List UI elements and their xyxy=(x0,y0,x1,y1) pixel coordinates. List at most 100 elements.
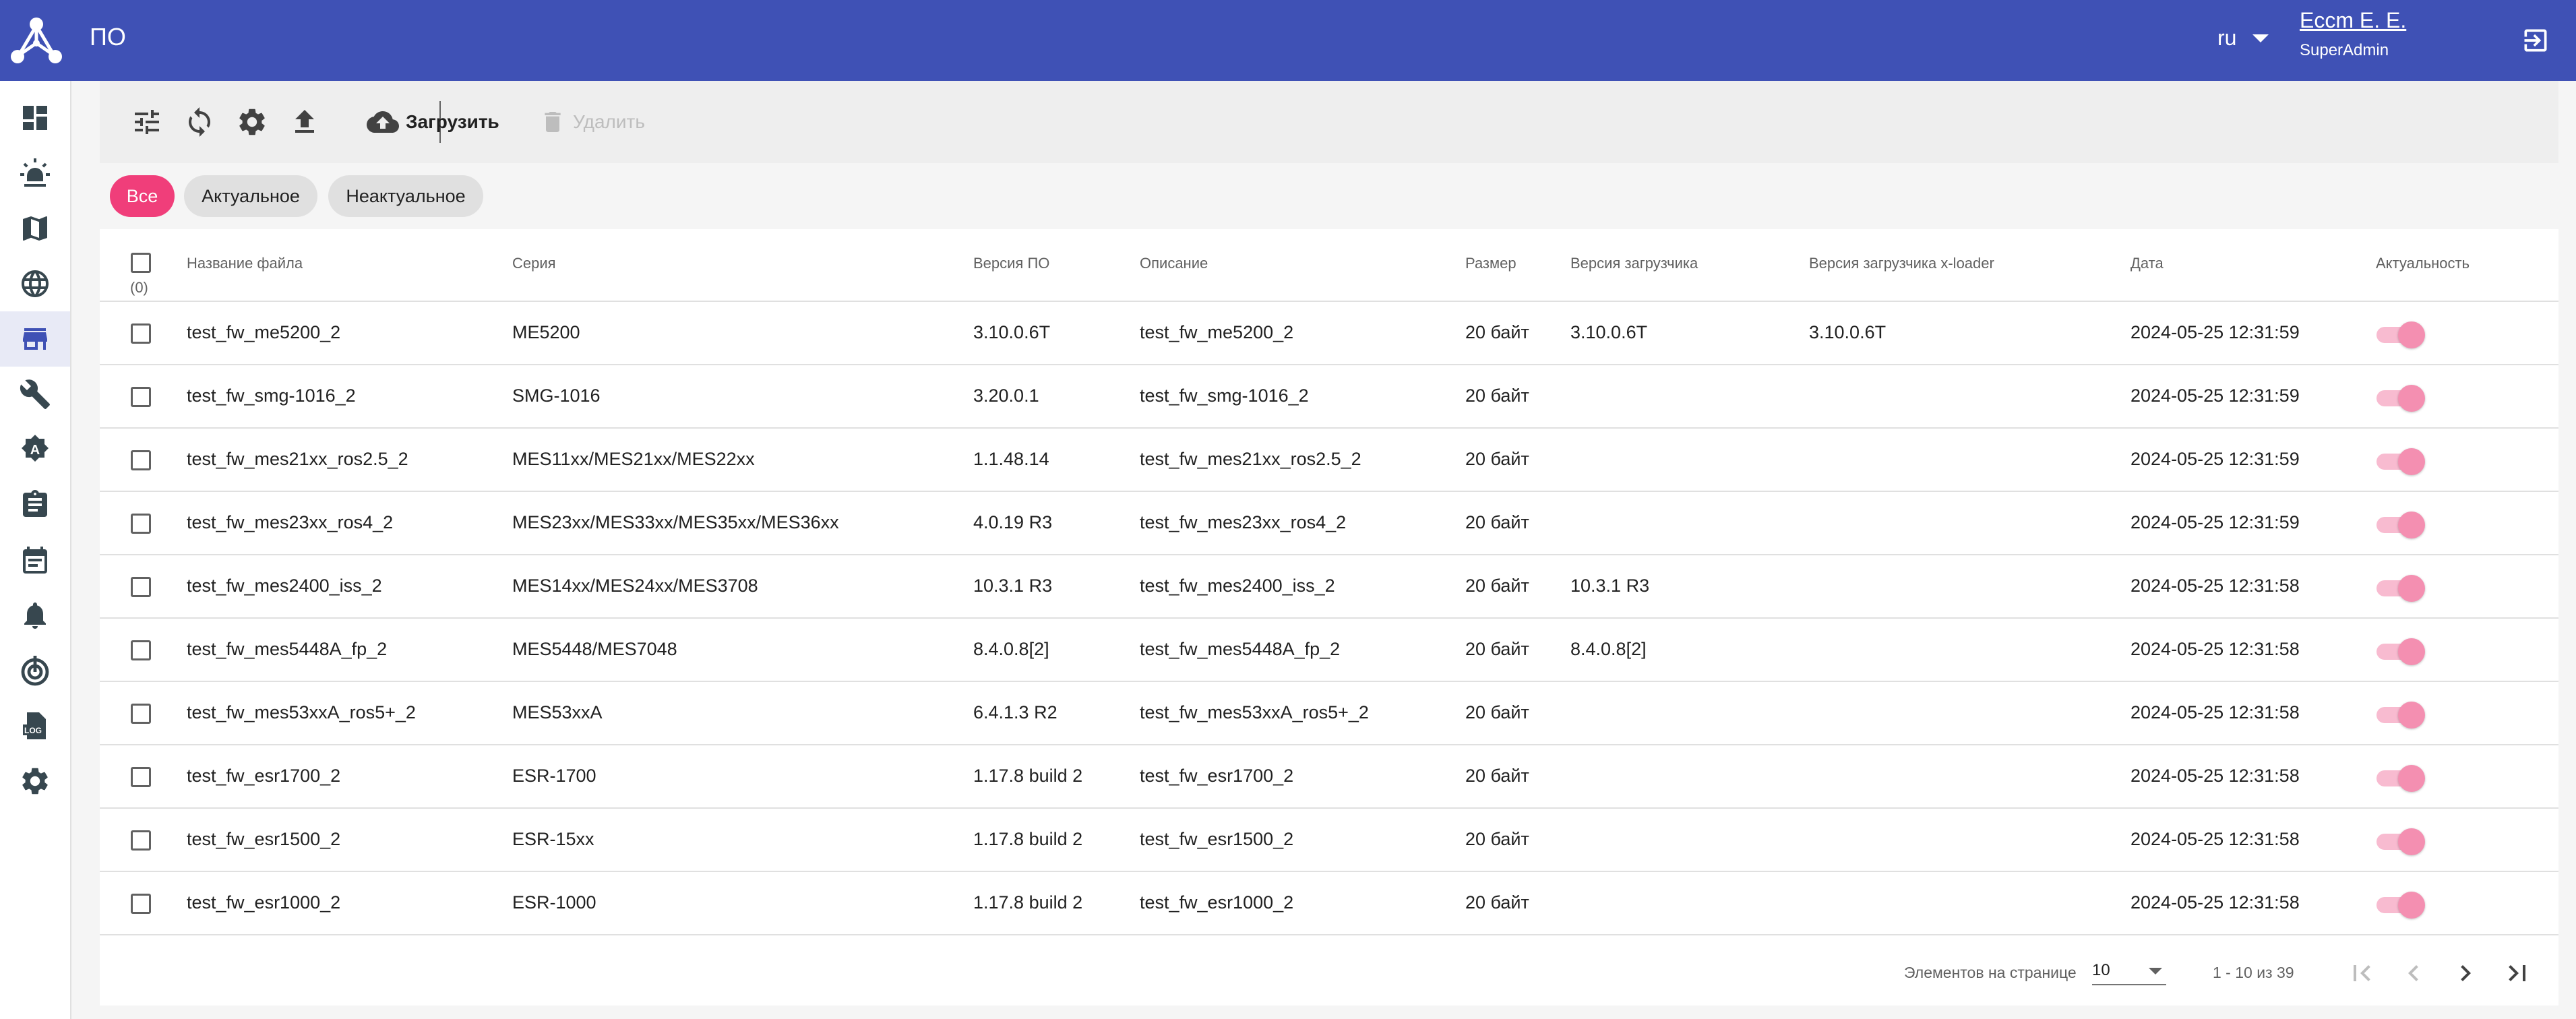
actual-toggle[interactable] xyxy=(2376,448,2425,475)
cell-version: 3.20.0.1 xyxy=(973,385,1039,406)
row-checkbox[interactable] xyxy=(131,704,151,724)
row-checkbox[interactable] xyxy=(131,387,151,407)
cell-date: 2024-05-25 12:31:58 xyxy=(2130,766,2300,786)
row-checkbox[interactable] xyxy=(131,450,151,470)
row-checkbox[interactable] xyxy=(131,640,151,660)
column-header-description[interactable]: Описание xyxy=(1140,255,1208,272)
actual-toggle[interactable] xyxy=(2376,892,2425,919)
sidebar-item-dashboard[interactable] xyxy=(0,90,70,146)
globe-icon xyxy=(22,270,49,297)
sidebar-item-settings[interactable] xyxy=(0,753,70,809)
sidebar-item-automation[interactable]: A xyxy=(0,422,70,477)
column-header-date[interactable]: Дата xyxy=(2130,255,2164,272)
target-icon xyxy=(21,656,49,686)
toggle-thumb xyxy=(2398,765,2425,792)
column-header-name[interactable]: Название файла xyxy=(187,255,303,272)
page-range: 1 - 10 из 39 xyxy=(2213,964,2294,981)
row-checkbox[interactable] xyxy=(131,323,151,344)
cell-size: 20 байт xyxy=(1465,385,1529,406)
settings-icon[interactable] xyxy=(236,106,268,138)
cell-date: 2024-05-25 12:31:59 xyxy=(2130,449,2300,469)
row-checkbox[interactable] xyxy=(131,767,151,787)
table-row[interactable]: test_fw_mes2400_iss_2 MES14xx/MES24xx/MES… xyxy=(100,555,2558,619)
actual-toggle[interactable] xyxy=(2376,512,2425,538)
per-page-select[interactable]: 10 xyxy=(2092,961,2166,985)
table-row[interactable]: test_fw_mes21xx_ros2.5_2 MES11xx/MES21xx/… xyxy=(100,429,2558,492)
cell-name: test_fw_esr1000_2 xyxy=(187,892,341,913)
actual-toggle[interactable] xyxy=(2376,765,2425,792)
cell-date: 2024-05-25 12:31:59 xyxy=(2130,322,2300,342)
sidebar-item-monitoring[interactable] xyxy=(0,643,70,698)
dashboard-icon xyxy=(23,106,47,130)
sidebar-item-notifications[interactable] xyxy=(0,588,70,643)
row-checkbox[interactable] xyxy=(131,577,151,597)
sidebar-item-logs[interactable]: LOG xyxy=(0,698,70,753)
table-row[interactable]: test_fw_mes53xxA_ros5+_2 MES53xxA 6.4.1.3 … xyxy=(100,682,2558,745)
row-checkbox[interactable] xyxy=(131,514,151,534)
svg-text:LOG: LOG xyxy=(24,726,42,735)
cell-description: test_fw_esr1000_2 xyxy=(1140,892,1294,913)
upload-button[interactable]: Загрузить xyxy=(367,101,499,143)
refresh-icon[interactable] xyxy=(183,106,216,138)
toggle-thumb xyxy=(2398,828,2425,855)
table-row[interactable]: test_fw_esr1500_2 ESR-15xx 1.17.8 build 2 t… xyxy=(100,809,2558,872)
cell-version: 6.4.1.3 R2 xyxy=(973,702,1057,722)
delete-button[interactable]: Удалить xyxy=(539,101,645,143)
column-header-actual[interactable]: Актуальность xyxy=(2376,255,2470,272)
cell-description: test_fw_mes23xx_ros4_2 xyxy=(1140,512,1347,532)
actual-toggle[interactable] xyxy=(2376,702,2425,729)
last-page-icon[interactable] xyxy=(2501,957,2534,989)
user-name-link[interactable]: Еccm Е. Е. xyxy=(2300,8,2407,32)
table-row[interactable]: test_fw_esr1700_2 ESR-1700 1.17.8 build 2 t… xyxy=(100,745,2558,809)
sidebar-item-tools[interactable] xyxy=(0,367,70,422)
table-row[interactable]: test_fw_me5200_2 ME5200 3.10.0.6T test_fw_m… xyxy=(100,302,2558,365)
sidebar-item-alarms[interactable] xyxy=(0,146,70,201)
chip-all[interactable]: Все xyxy=(110,175,175,217)
column-header-loader[interactable]: Версия загрузчика xyxy=(1570,255,1698,272)
table-row[interactable]: test_fw_mes23xx_ros4_2 MES23xx/MES33xx/ME… xyxy=(100,492,2558,555)
table-header: (0) Название файла Серия Версия ПО Описа… xyxy=(100,229,2558,302)
cell-date: 2024-05-25 12:31:58 xyxy=(2130,892,2300,913)
cell-size: 20 байт xyxy=(1465,512,1529,532)
logout-icon[interactable] xyxy=(2521,26,2550,55)
cell-date: 2024-05-25 12:31:59 xyxy=(2130,385,2300,406)
sidebar-item-map[interactable] xyxy=(0,201,70,256)
language-selector[interactable]: ru xyxy=(2217,26,2269,51)
table-row[interactable]: test_fw_mes5448A_fp_2 MES5448/MES7048 8.4.… xyxy=(100,619,2558,682)
app-logo-icon[interactable] xyxy=(8,12,65,69)
actual-toggle[interactable] xyxy=(2376,575,2425,602)
first-page-icon[interactable] xyxy=(2345,957,2378,989)
actual-toggle[interactable] xyxy=(2376,828,2425,855)
sidebar-item-network[interactable] xyxy=(0,256,70,311)
column-header-xloader[interactable]: Версия загрузчика x-loader xyxy=(1809,255,1994,272)
chip-not-actual[interactable]: Неактуальное xyxy=(328,175,483,217)
column-header-version[interactable]: Версия ПО xyxy=(973,255,1050,272)
per-page-value: 10 xyxy=(2092,961,2110,979)
row-checkbox[interactable] xyxy=(131,894,151,914)
table-row[interactable]: test_fw_smg-1016_2 SMG-1016 3.20.0.1 test_f… xyxy=(100,365,2558,429)
actual-toggle[interactable] xyxy=(2376,385,2425,412)
cell-series: ESR-15xx xyxy=(512,829,594,849)
auto-fix-icon: A xyxy=(22,435,49,462)
export-upload-icon[interactable] xyxy=(288,106,321,138)
cell-series: MES23xx/MES33xx/MES35xx/MES36xx xyxy=(512,512,839,532)
sidebar-item-tasks[interactable] xyxy=(0,477,70,532)
column-header-size[interactable]: Размер xyxy=(1465,255,1516,272)
select-all-checkbox[interactable] xyxy=(131,253,151,273)
sidebar-item-software[interactable] xyxy=(0,311,70,367)
page-title: ПО xyxy=(90,23,126,51)
sidebar-item-schedule[interactable] xyxy=(0,532,70,588)
user-role: SuperAdmin xyxy=(2300,41,2389,59)
actual-toggle[interactable] xyxy=(2376,638,2425,665)
next-page-icon[interactable] xyxy=(2449,957,2482,989)
tune-filter-icon[interactable] xyxy=(131,106,163,138)
toggle-thumb xyxy=(2398,512,2425,538)
prev-page-icon[interactable] xyxy=(2397,957,2430,989)
chip-actual[interactable]: Актуальное xyxy=(184,175,317,217)
toggle-thumb xyxy=(2398,702,2425,729)
row-checkbox[interactable] xyxy=(131,830,151,851)
actual-toggle[interactable] xyxy=(2376,321,2425,348)
column-header-series[interactable]: Серия xyxy=(512,255,556,272)
table-row[interactable]: test_fw_esr1000_2 ESR-1000 1.17.8 build 2 t… xyxy=(100,872,2558,935)
cell-version: 8.4.0.8[2] xyxy=(973,639,1049,659)
